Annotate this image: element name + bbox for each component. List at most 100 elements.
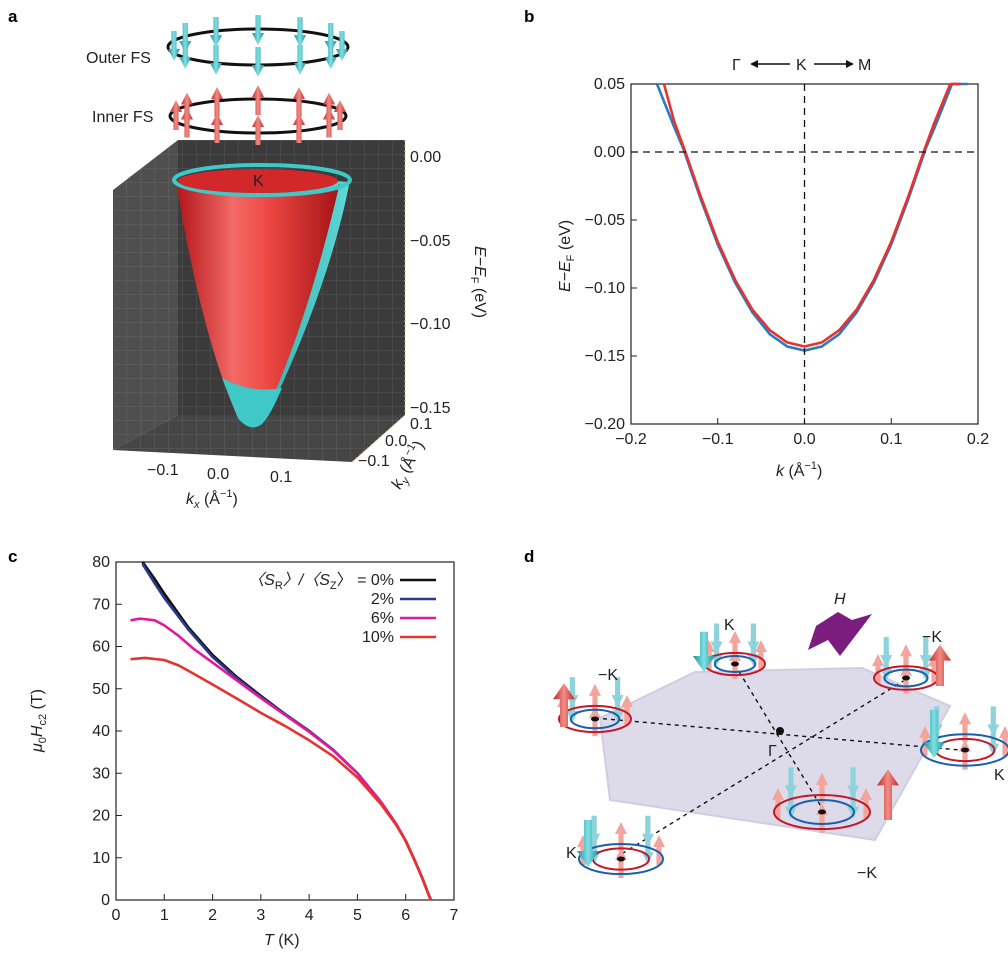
k-label-5: −K: [857, 865, 877, 882]
cone-cyan-tip: [222, 378, 282, 428]
spin-up-arrow: [293, 112, 305, 143]
x-tick-label: −0.2: [615, 431, 647, 448]
spin-up-arrow: [293, 87, 305, 118]
outer-fermi-pocket: [773, 794, 871, 830]
gamma-point: [776, 727, 784, 735]
panel-d: Γ H K −K −K K K −K: [553, 591, 1008, 882]
field-arrow: H: [808, 591, 872, 656]
inner-fs-spins: [170, 85, 346, 145]
spin-down-arrow: [210, 17, 222, 48]
k-label-3: K: [994, 767, 1005, 784]
spin-arrow: [621, 695, 633, 725]
path-gamma: Γ: [732, 57, 741, 74]
outer-fs-label: Outer FS: [86, 50, 151, 67]
panel-a-y-ticks: 0.1 0.0 −0.1: [358, 416, 432, 470]
series-line-1: [662, 82, 961, 348]
spin-arrow: [847, 788, 860, 819]
spin-down-arrow: [210, 44, 222, 75]
path-k: K: [796, 57, 807, 74]
spin-arrow: [900, 644, 912, 675]
y-tick-1: 0.0: [385, 433, 407, 450]
valley-center: [591, 716, 599, 722]
inner-fermi-pocket: [569, 708, 621, 730]
cone-red-body: [176, 180, 340, 426]
cone-top-inner: [178, 169, 338, 193]
big-spin-down-arrow: [693, 631, 715, 672]
x-tick-label: 7: [450, 907, 459, 924]
path-m: M: [858, 57, 871, 74]
spin-up-arrow: [334, 100, 346, 130]
series-line-0: [655, 82, 968, 352]
bz-diagonals: [594, 664, 961, 856]
valley-3: [919, 706, 1008, 770]
legend-label-2: 6%: [371, 610, 394, 627]
spin-arrow: [999, 726, 1008, 756]
x-tick-0: −0.1: [147, 462, 179, 479]
y-tick-label: 60: [92, 639, 110, 656]
k-point-label: K: [253, 173, 264, 190]
inner-fs-label: Inner FS: [92, 109, 153, 126]
valley-center: [961, 747, 969, 753]
valley-5: [772, 767, 899, 833]
spin-down-arrow: [294, 17, 306, 48]
spin-arrow: [784, 767, 797, 798]
spin-arrow: [959, 712, 971, 743]
panel-c-letter: c: [8, 547, 17, 566]
spin-arrow: [589, 683, 601, 714]
spin-down-arrow: [294, 44, 306, 75]
panel-a-x-label: kx (Å−1): [186, 488, 238, 511]
spin-arrow: [641, 815, 654, 846]
spin-arrow: [847, 767, 860, 798]
x-tick-label: 2: [208, 907, 217, 924]
y-tick-2: −0.1: [358, 453, 390, 470]
spin-down-arrow: [252, 15, 264, 45]
box-floor: [113, 415, 405, 462]
spin-arrow: [919, 726, 931, 756]
valley-2: [553, 677, 633, 737]
k-label-1: −K: [922, 629, 942, 646]
spin-arrow: [784, 788, 797, 819]
outer-fermi-pocket: [578, 842, 664, 876]
k-label-0: K: [724, 617, 735, 634]
spin-up-arrow: [170, 100, 182, 130]
spin-arrow: [611, 677, 624, 708]
band-cone: K: [172, 163, 352, 428]
valley-0: [693, 623, 767, 680]
spin-arrow: [755, 640, 767, 670]
big-spin-up-arrow: [877, 769, 899, 820]
valley-1: [872, 637, 951, 694]
spin-arrow: [615, 848, 627, 879]
spin-up-arrow: [211, 112, 223, 143]
series-line-6%: [130, 617, 433, 901]
spin-arrow: [729, 630, 741, 661]
k-label-2: −K: [598, 667, 618, 684]
panel-a-z-label: E−EF (eV): [468, 246, 488, 318]
spin-arrow: [747, 623, 760, 654]
y-tick-label: −0.10: [585, 280, 626, 297]
x-tick-label: 0.1: [880, 431, 902, 448]
series-line-10%: [130, 656, 433, 901]
outer-fermi-pocket: [920, 733, 1008, 767]
panel-c-y-label: μ0Hc2 (T): [29, 689, 49, 753]
big-spin-up-arrow: [553, 683, 575, 727]
chart-b: −0.2 −0.1 0.0 0.1 0.2 0.05 0.00 −0.05 −0.10 −0.15…: [585, 76, 990, 448]
z-tick-1: −0.05: [410, 233, 451, 250]
x-tick-label: 0: [112, 907, 121, 924]
spin-arrow: [615, 821, 627, 852]
spin-arrow: [959, 739, 971, 770]
y-tick-label: −0.05: [585, 212, 626, 229]
valley-center: [731, 661, 739, 667]
x-tick-label: 1: [160, 907, 169, 924]
spin-arrow: [987, 706, 1000, 737]
valley-groups: [553, 623, 1008, 879]
y-tick-label: −0.15: [585, 348, 626, 365]
inner-fermi-pocket: [883, 668, 929, 688]
spin-arrow: [566, 677, 579, 708]
valley-center: [617, 856, 625, 862]
panel-b-x-label: k (Å−1): [776, 460, 822, 480]
x-tick-label: 0.0: [793, 431, 815, 448]
spin-down-arrow: [324, 23, 337, 53]
